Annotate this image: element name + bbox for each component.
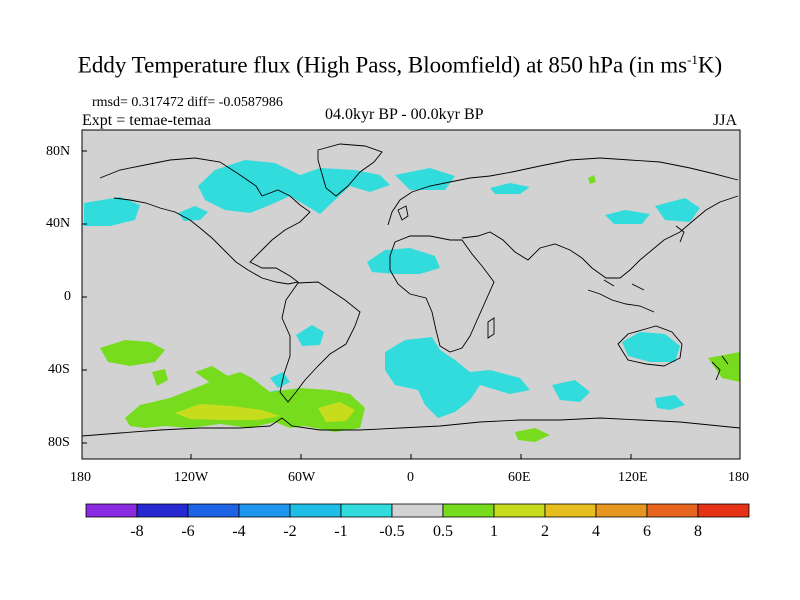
coast-australia [617, 325, 683, 367]
coast-africa [389, 235, 495, 353]
coast-europe-asia [387, 157, 739, 226]
experiment-label: Expt = temae-temaa [82, 112, 211, 129]
cyan-patch-north-atlantic [395, 168, 455, 190]
green-patch-siberia-small [588, 175, 596, 184]
yellow-patch-southern-pacific-1 [175, 404, 280, 420]
y-tick-80s: 80S [48, 435, 70, 450]
colorbar-box-1 [136, 503, 189, 518]
positive-anomaly-regions [100, 175, 740, 442]
green-patch-new-zealand [708, 352, 740, 382]
y-tick-40n: 40N [46, 216, 71, 231]
colorbar-label-7: 1 [490, 523, 498, 540]
negative-anomaly-regions [84, 160, 700, 418]
coast-madagascar [487, 317, 495, 339]
x-tick-60e: 60E [508, 470, 531, 485]
coast-japan [675, 225, 685, 243]
colorbar-box-0 [85, 503, 138, 518]
cyan-patch-russia [605, 210, 650, 224]
colorbar-box-10 [595, 503, 648, 518]
x-tick-120e: 120E [618, 470, 648, 485]
colorbar-box-5 [340, 503, 393, 518]
cyan-patch-argentina [270, 372, 290, 388]
y-tick-0: 0 [64, 289, 71, 304]
colorbar-label-0: -8 [130, 523, 143, 540]
cyan-patch-south-america [296, 325, 324, 346]
cyan-patch-nw-siberia [490, 183, 530, 194]
colorbar-label-9: 4 [592, 523, 600, 540]
cyan-patch-east-asia [655, 198, 700, 222]
green-patch-antarctic-sector [515, 428, 550, 442]
x-tick-0: 0 [407, 470, 414, 485]
cyan-patch-sahara [367, 248, 440, 274]
cyan-patch-canada-atlantic [198, 160, 390, 214]
colorbar-box-9 [544, 503, 597, 518]
colorbar-label-1: -6 [181, 523, 194, 540]
colorbar-box-12 [697, 503, 750, 518]
x-tick-180e: 180 [728, 470, 749, 485]
cyan-patch-southern-ocean [552, 380, 590, 402]
coast-new-zealand [711, 355, 729, 381]
coast-uk [397, 205, 409, 221]
coast-antarctica [81, 417, 741, 437]
rmsd-stats: rmsd= 0.317472 diff= -0.0587986 [92, 95, 283, 110]
colorbar-label-5: -0.5 [379, 523, 404, 540]
cyan-patch-south-indian [655, 395, 685, 410]
x-tick-60w: 60W [288, 470, 316, 485]
colorbar-box-6 [391, 503, 444, 518]
cyan-patch-nw-pacific [84, 197, 140, 226]
colorbar-label-6: 0.5 [433, 523, 453, 540]
coast-greenland [317, 143, 383, 197]
coastlines [81, 143, 741, 437]
y-tick-40s: 40S [48, 362, 70, 377]
yellow-patch-southern-pacific-2 [318, 402, 355, 422]
season-label: JJA [713, 112, 738, 129]
coast-south-america [279, 281, 361, 403]
colorbar-label-10: 6 [643, 523, 651, 540]
colorbar-box-4 [289, 503, 342, 518]
period-label: 04.0kyr BP - 00.0kyr BP [325, 106, 484, 123]
coast-north-america [99, 157, 311, 285]
colorbar-labels: -8 -6 -4 -2 -1 -0.5 0.5 1 2 4 6 8 [130, 523, 702, 540]
map-title: Eddy Temperature flux (High Pass, Bloomf… [0, 52, 800, 79]
colorbar-label-11: 8 [694, 523, 702, 540]
colorbar-box-8 [493, 503, 546, 518]
cyan-patch-australia [622, 332, 680, 362]
title-superscript: -1 [687, 52, 698, 67]
colorbar-label-3: -2 [283, 523, 296, 540]
y-tick-80n: 80N [46, 144, 71, 159]
colorbar-box-7 [442, 503, 495, 518]
coast-southeast-asia-islands [587, 279, 655, 313]
green-patch-west-pacific [100, 340, 165, 366]
colorbar-box-2 [187, 503, 240, 518]
green-patch-pacific-east [195, 366, 228, 384]
colorbar-box-3 [238, 503, 291, 518]
title-tail: K) [697, 52, 723, 78]
axis-ticks [82, 150, 632, 459]
colorbar-label-2: -4 [232, 523, 245, 540]
colorbar [85, 503, 750, 518]
cyan-patch-south-atlantic [385, 337, 530, 418]
coast-asia-east [461, 195, 739, 279]
x-tick-120w: 120W [174, 470, 209, 485]
green-patch-pacific-small [152, 369, 168, 386]
colorbar-label-8: 2 [541, 523, 549, 540]
colorbar-box-11 [646, 503, 699, 518]
x-tick-180w: 180 [70, 470, 91, 485]
title-main: Eddy Temperature flux (High Pass, Bloomf… [77, 52, 688, 78]
colorbar-label-4: -1 [334, 523, 347, 540]
